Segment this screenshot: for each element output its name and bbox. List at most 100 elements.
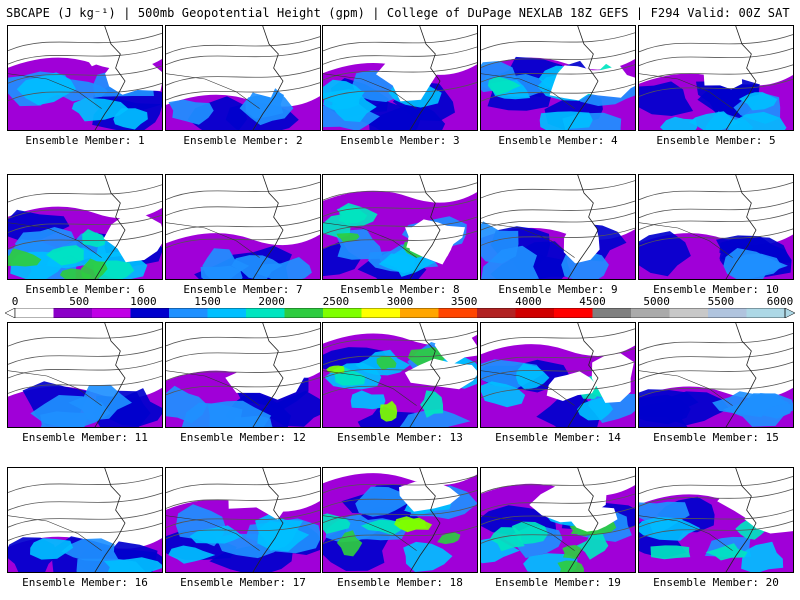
colorbar-left-arrow [5,308,16,318]
colorbar-tick-label: 3500 [450,295,478,308]
member-map-graphic [8,26,162,130]
colorbar-segment [554,308,593,318]
height-contour-line [639,64,793,83]
height-contour-line [323,46,477,65]
height-contour-line [639,211,793,230]
cape-contour-blob [437,532,461,545]
member-map-graphic [8,323,162,427]
state-border [481,370,575,406]
coastline [725,323,757,427]
colorbar-tick-label: 500 [69,295,90,308]
height-contour-line [166,67,320,86]
cape-contour-blob [577,397,614,421]
state-border [8,370,102,406]
height-contour-line [166,377,320,396]
cape-contour-blob [323,240,361,277]
member-map-graphic [323,323,477,427]
stable-area [225,357,304,400]
height-contour-line [481,475,635,494]
stable-area [399,481,461,512]
ensemble-member-map [638,174,794,280]
ensemble-member-label: Ensemble Member: 4 [498,134,618,147]
member-map-graphic [481,175,635,279]
height-contour-line [8,492,162,511]
cape-contour-blob [539,111,593,130]
cape-contour-blob [369,101,446,130]
cape-contour-blob [489,527,525,552]
state-border [323,515,417,551]
colorbar-segment [92,308,131,318]
cape-contour-blob [399,409,471,427]
member-map-graphic [481,323,635,427]
height-contour-line [639,475,793,495]
ensemble-member-map [165,322,321,428]
height-contour-line [639,332,793,352]
colorbar-tick-label: 6000 [766,295,794,308]
member-map-graphic [323,26,477,130]
coastline [725,468,757,572]
cape-contour-blob [481,245,539,279]
coastline [567,323,599,427]
cape-contour-blob [557,560,584,572]
state-border [166,370,260,406]
height-contour-line [166,216,320,236]
ensemble-member-label: Ensemble Member: 12 [180,431,306,444]
state-border [481,515,575,551]
cape-contour-blob [59,268,92,279]
height-contour-line [639,379,793,398]
stable-area [591,353,634,403]
height-contour-line [166,328,320,347]
colorbar-tick-label: 4500 [579,295,606,308]
ensemble-member-map [7,174,163,280]
colorbar-right-arrow [784,308,795,318]
stable-area [105,53,162,95]
cape-contour-blob [379,400,398,422]
height-contour-line [166,490,320,509]
ensemble-member-map [322,467,478,573]
coastline [567,175,599,279]
height-contour-line [323,81,477,101]
ensemble-member-map [480,322,636,428]
height-contour-line [166,520,320,539]
coastline [94,26,126,130]
height-contour-line [639,520,793,539]
height-contour-line [639,509,793,528]
height-contour-line [8,32,162,52]
cape-contour-blob [336,530,363,557]
cape-contour-blob [481,537,520,564]
cape-contour-blob [46,245,84,266]
cape-contour-blob [516,363,550,390]
colorbar-tick-label: 5500 [707,295,735,308]
cape-contour-blob [650,545,691,560]
stable-area [743,496,793,534]
figure-title: SBCAPE (J kg⁻¹) | 500mb Geopotential Hei… [6,6,796,20]
cape-contour-blob [200,265,243,279]
cape-contour-blob [68,384,132,421]
cape-contour-blob [71,97,129,122]
member-map-graphic [166,175,320,279]
member-map-graphic [481,468,635,572]
coastline [94,175,126,279]
cape-contour-blob [688,111,741,130]
height-contour-line [481,347,635,367]
ensemble-member-map [165,174,321,280]
coastline [252,175,284,279]
member-map-graphic [639,323,793,427]
colorbar-segment [708,308,747,318]
cape-contour-blob [487,76,521,96]
coastline [409,323,441,427]
cape-contour-blob [323,214,351,239]
coastline [94,468,126,572]
state-border [323,222,417,258]
ensemble-member-label: Ensemble Member: 17 [180,576,306,589]
state-border [166,222,260,258]
cape-contour-blob [8,248,42,267]
height-contour-line [481,506,635,525]
coastline [409,26,441,130]
state-border [166,515,260,551]
colorbar-graphic [5,308,795,318]
ensemble-member-map [322,25,478,131]
stable-area [404,358,477,390]
cape-contour-blob [660,391,730,426]
ensemble-member-map [638,467,794,573]
